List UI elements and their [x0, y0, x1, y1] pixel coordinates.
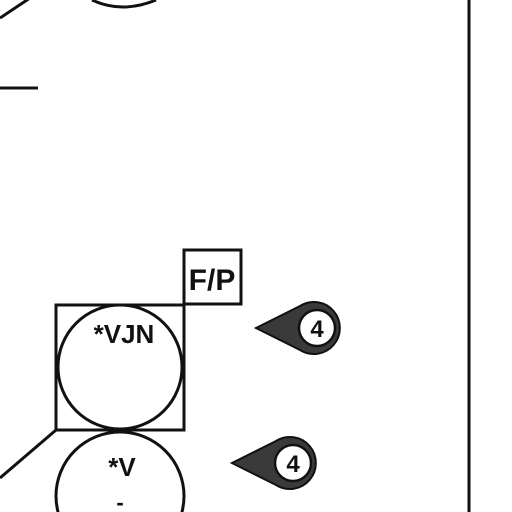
instrument-upper-label: *VJN	[94, 319, 155, 349]
fp-box	[182, 248, 243, 306]
callout-upper-circle	[297, 308, 337, 348]
callout-upper: 4	[253, 301, 341, 355]
callout-lower-circle	[273, 443, 313, 483]
callout-lower-number: 4	[286, 451, 300, 478]
instrument-upper-circle	[56, 303, 184, 431]
connector-line-lower-left	[0, 428, 57, 480]
partial-circle-top	[91, 0, 157, 9]
instrument-lower-label: *V	[108, 452, 136, 482]
fp-label: F/P	[189, 264, 236, 297]
callout-upper-number: 4	[310, 316, 324, 343]
instrument-lower-sublabel: -	[116, 490, 123, 512]
diagonal-line-top-left	[0, 0, 30, 20]
instrument-lower-circle	[54, 430, 186, 512]
callout-lower: 4	[229, 436, 317, 490]
